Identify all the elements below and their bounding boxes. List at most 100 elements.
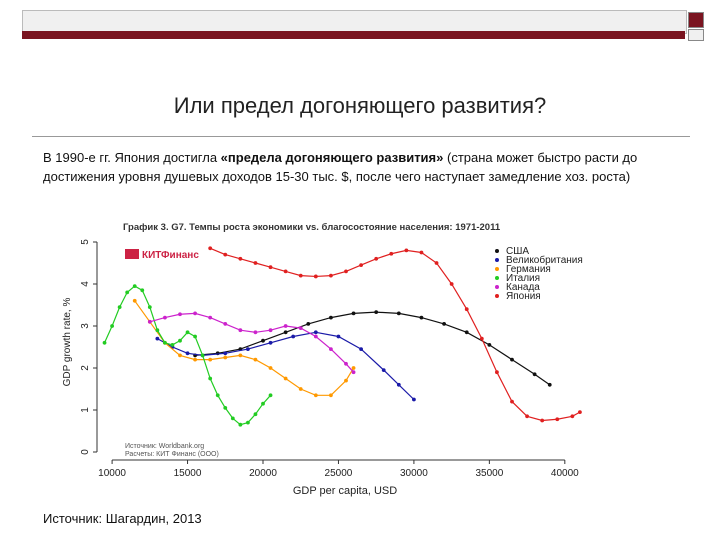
series-5 <box>147 311 356 375</box>
series-point <box>313 334 318 339</box>
brand-logo-mark <box>125 249 139 259</box>
series-point <box>419 315 424 320</box>
legend-label: Великобритания <box>506 254 583 266</box>
source-note-line2: Расчеты: КИТ Финанс (ООО) <box>125 451 219 458</box>
series-point <box>525 414 529 419</box>
series-point <box>351 370 356 375</box>
x-tick-label: 35000 <box>475 468 503 479</box>
series-point <box>246 420 250 425</box>
series-point <box>434 261 439 265</box>
series-point <box>223 322 228 326</box>
series-point <box>404 248 409 253</box>
series-point <box>487 343 492 347</box>
x-tick-label: 30000 <box>400 468 428 479</box>
series-point <box>495 370 499 375</box>
series-point <box>223 252 228 257</box>
legend-marker <box>495 285 499 289</box>
series-point <box>547 382 552 387</box>
series-point <box>268 340 273 345</box>
series-6 <box>208 246 582 423</box>
series-point <box>268 265 273 270</box>
series-point <box>570 414 575 419</box>
series-point <box>298 273 303 278</box>
series-point <box>261 401 265 406</box>
header-square-dark <box>688 12 704 28</box>
series-point <box>208 246 213 251</box>
series-point <box>132 284 137 288</box>
legend-label: Япония <box>506 291 541 302</box>
series-point <box>230 416 235 421</box>
series-point <box>178 338 182 343</box>
series-point <box>208 376 213 381</box>
legend-marker <box>495 276 499 280</box>
series-point <box>185 330 190 335</box>
legend-label: Италия <box>506 273 540 284</box>
brand-logo: КИТФинанс <box>125 249 199 261</box>
series-4 <box>102 284 273 427</box>
series-point <box>359 347 363 351</box>
series-line <box>103 285 271 426</box>
series-point <box>479 336 484 341</box>
series-point <box>381 368 386 372</box>
legend-marker <box>495 249 499 253</box>
series-point <box>253 412 258 417</box>
series-point <box>253 261 258 265</box>
series-point <box>163 315 167 320</box>
header-accent-bar <box>22 31 685 39</box>
series-point <box>442 322 446 326</box>
series-point <box>336 334 341 339</box>
legend-label: Германия <box>506 264 551 275</box>
series-point <box>329 393 333 398</box>
y-tick-label: 3 <box>80 323 91 329</box>
series-point <box>283 330 288 335</box>
y-tick-label: 4 <box>80 281 91 287</box>
series-point <box>532 372 537 377</box>
series-point <box>117 305 122 309</box>
series-point <box>464 307 469 312</box>
series-point <box>253 357 258 362</box>
series-point <box>578 410 582 414</box>
series-point <box>344 378 348 383</box>
brand-logo-text: КИТФинанс <box>142 250 199 261</box>
series-point <box>419 250 424 255</box>
series-point <box>298 387 303 391</box>
body-text-part2: (страна может быстро расти до достижения… <box>43 150 638 184</box>
x-tick-label: 40000 <box>551 468 579 479</box>
series-point <box>374 310 379 315</box>
body-text-part1: В 1990-е гг. Япония достигла <box>43 150 221 165</box>
series-point <box>389 251 394 256</box>
series-line <box>209 247 581 422</box>
series-point <box>110 324 114 328</box>
y-tick-label: 2 <box>80 365 91 371</box>
legend-marker <box>495 258 499 262</box>
series-point <box>140 288 145 293</box>
series-point <box>359 263 363 267</box>
series-point <box>147 305 152 309</box>
x-tick-label: 25000 <box>325 468 353 479</box>
body-text-bold: «предела догоняющего развития» <box>220 150 444 165</box>
series-point <box>215 393 220 398</box>
series-point <box>238 328 243 333</box>
series-point <box>344 269 348 274</box>
series-point <box>555 417 560 422</box>
series-point <box>253 330 258 335</box>
series-point <box>155 328 160 333</box>
legend-label: США <box>506 246 529 257</box>
series-point <box>412 397 416 402</box>
series-point <box>351 311 356 316</box>
series-point <box>291 334 296 339</box>
series-point <box>329 315 333 320</box>
series-line <box>157 331 415 400</box>
series-point <box>283 376 288 381</box>
gdp-growth-chart: График 3. G7. Темпы роста экономики vs. … <box>62 222 583 497</box>
series-point <box>313 393 318 398</box>
x-tick-label: 15000 <box>174 468 202 479</box>
series-point <box>510 399 514 404</box>
series-point <box>298 326 303 330</box>
series-point <box>238 353 243 358</box>
header-square-light <box>688 29 704 41</box>
series-point <box>147 319 152 324</box>
x-axis-label: GDP per capita, USD <box>293 485 397 497</box>
slide-title: Или предел догоняющего развития? <box>173 93 547 118</box>
series-point <box>238 422 243 427</box>
